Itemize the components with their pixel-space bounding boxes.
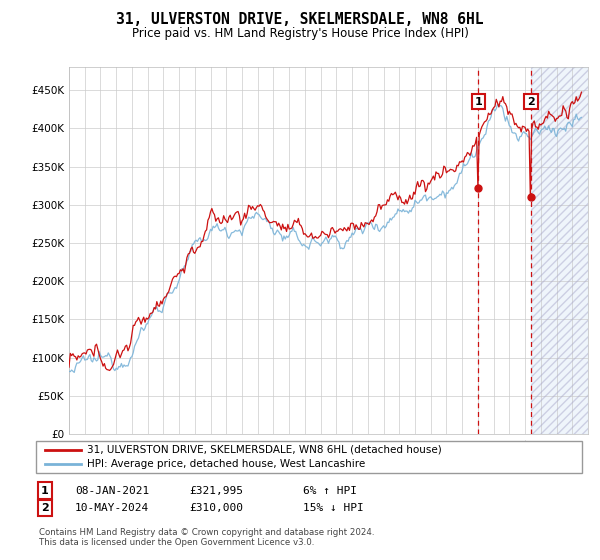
Text: Contains HM Land Registry data © Crown copyright and database right 2024.
This d: Contains HM Land Registry data © Crown c… (39, 528, 374, 547)
Text: 1: 1 (41, 486, 49, 496)
Text: 31, ULVERSTON DRIVE, SKELMERSDALE, WN8 6HL: 31, ULVERSTON DRIVE, SKELMERSDALE, WN8 6… (116, 12, 484, 27)
Text: Price paid vs. HM Land Registry's House Price Index (HPI): Price paid vs. HM Land Registry's House … (131, 27, 469, 40)
Text: 31, ULVERSTON DRIVE, SKELMERSDALE, WN8 6HL (detached house): 31, ULVERSTON DRIVE, SKELMERSDALE, WN8 6… (87, 445, 442, 455)
Text: 2: 2 (41, 503, 49, 513)
Text: £321,995: £321,995 (189, 486, 243, 496)
Bar (531, 67, 588, 434)
Bar (531, 67, 588, 434)
Text: 10-MAY-2024: 10-MAY-2024 (75, 503, 149, 513)
Text: £310,000: £310,000 (189, 503, 243, 513)
Text: 2: 2 (527, 96, 535, 106)
Text: 1: 1 (475, 96, 482, 106)
Text: 6% ↑ HPI: 6% ↑ HPI (303, 486, 357, 496)
Text: 08-JAN-2021: 08-JAN-2021 (75, 486, 149, 496)
Text: HPI: Average price, detached house, West Lancashire: HPI: Average price, detached house, West… (87, 459, 365, 469)
Text: 15% ↓ HPI: 15% ↓ HPI (303, 503, 364, 513)
